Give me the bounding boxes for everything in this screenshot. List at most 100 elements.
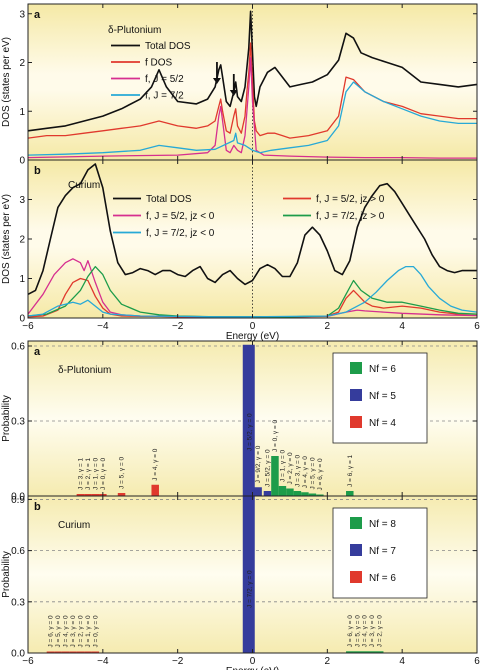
- bar: [316, 494, 324, 496]
- y-axis-label: Probability: [1, 395, 12, 442]
- bar: [375, 651, 384, 653]
- bar-annotation: J = 1, γ = 0: [279, 449, 286, 482]
- x-tick-label: 6: [474, 321, 480, 332]
- x-tick-label: −6: [22, 321, 34, 332]
- bar-annotation: J = 5, γ = 0: [354, 615, 361, 648]
- y-tick-label: 0.3: [11, 417, 25, 428]
- y-tick-label: 0.6: [11, 546, 25, 557]
- legend-label: Nf = 6: [369, 364, 396, 375]
- bar-annotation: J = 5/2, γ = 0: [246, 413, 253, 451]
- bar-annotation: J = 5/2, γ = 0: [264, 449, 271, 487]
- bar-annotation: J = 5, γ = 0: [119, 456, 126, 489]
- y-tick-label: 0.6: [11, 342, 25, 353]
- x-tick-label: 2: [325, 656, 331, 667]
- bar: [54, 651, 62, 653]
- bar: [346, 651, 354, 653]
- bar: [151, 484, 159, 496]
- x-axis-label: Energy (eV): [226, 331, 279, 342]
- panel-heading: Curium: [58, 520, 90, 531]
- bar-annotation: J = 6, γ = 0: [317, 458, 324, 491]
- x-tick-label: 0: [250, 321, 256, 332]
- bar-annotation: J = 7/2, γ = 0: [246, 570, 253, 608]
- series-line-1: [27, 42, 477, 139]
- x-tick-label: −2: [172, 656, 184, 667]
- bar-annotation: J = 6, γ = 1: [347, 454, 354, 487]
- bar-annotation: J = 2, γ = 0: [377, 615, 384, 648]
- bar: [346, 491, 354, 496]
- bar: [301, 492, 309, 496]
- bar: [69, 651, 77, 653]
- y-tick-label: 0.3: [11, 597, 25, 608]
- bar: [353, 651, 362, 653]
- legend-swatch: [350, 544, 362, 556]
- bar: [76, 494, 85, 496]
- bar: [286, 488, 294, 496]
- peak-arrow-head: [212, 78, 221, 84]
- bar-annotation: J = 2, γ = 0: [77, 615, 84, 648]
- legend-label: f, J = 5/2, jz < 0: [146, 211, 215, 222]
- legend-box: [332, 352, 428, 444]
- bar-annotation: J = 0, γ = 0: [92, 615, 99, 648]
- legend-label: Nf = 8: [369, 519, 396, 530]
- x-tick-label: 6: [474, 656, 480, 667]
- panel-letter: a: [34, 9, 41, 21]
- bar-annotation: J = 1, γ = 0: [85, 615, 92, 648]
- x-tick-label: −2: [172, 321, 184, 332]
- bar-annotation: J = 6, γ = 0: [47, 615, 54, 648]
- bar: [242, 344, 255, 496]
- bar-annotation: J = 1, γ = 0: [92, 457, 99, 490]
- bar: [84, 651, 92, 653]
- legend-label: Nf = 4: [369, 418, 396, 429]
- bar-annotation: J = 2, γ = 0: [287, 452, 294, 485]
- series-line-3: [27, 81, 477, 156]
- panel-letter: b: [34, 165, 41, 177]
- legend-label: Nf = 6: [369, 573, 396, 584]
- bar: [278, 486, 287, 496]
- y-tick-label: 3: [19, 9, 25, 20]
- x-tick-label: −4: [97, 656, 109, 667]
- bar-annotation: J = 3, γ = 0: [369, 615, 376, 648]
- y-tick-label: 1: [19, 274, 25, 285]
- series-line-4: [27, 265, 478, 318]
- series-line-0: [27, 163, 477, 296]
- x-tick-label: −4: [97, 321, 109, 332]
- panel-heading: Curium: [68, 180, 100, 191]
- bar-annotation: J = 9/2, γ = 0: [255, 445, 262, 483]
- legend-swatch: [350, 389, 362, 401]
- y-axis-label: Probability: [1, 551, 12, 598]
- bar-annotation: J = 4, γ = 0: [152, 448, 159, 481]
- bar-annotation: J = 0, γ = 0: [272, 419, 279, 452]
- x-tick-label: 4: [399, 656, 405, 667]
- y-tick-label: 2: [19, 235, 25, 246]
- x-tick-label: −6: [22, 656, 34, 667]
- panel-letter: b: [34, 501, 41, 513]
- x-tick-label: 4: [399, 321, 405, 332]
- legend-label: f, J = 5/2, jz > 0: [316, 194, 385, 205]
- bar-annotation: J = 4, γ = 0: [302, 456, 309, 489]
- bar-annotation: J = 3, γ = 0: [70, 615, 77, 648]
- bar: [254, 487, 262, 496]
- bar-annotation: J = 4, γ = 0: [362, 615, 369, 648]
- bar-annotation: J = 6, γ = 0: [347, 615, 354, 648]
- legend-swatch: [350, 517, 362, 529]
- bar: [368, 651, 376, 653]
- x-tick-label: 0: [250, 656, 256, 667]
- panel-heading: δ-Plutonium: [58, 365, 111, 376]
- legend-label: Total DOS: [145, 41, 191, 52]
- legend-label: f, J = 7/2: [145, 91, 184, 102]
- bar: [263, 491, 272, 496]
- legend-swatch: [350, 571, 362, 583]
- y-tick-label: 0.0: [11, 649, 25, 660]
- legend-label: f, J = 5/2: [145, 74, 184, 85]
- bar-annotation: J = 2, γ = 1: [85, 457, 92, 490]
- legend-label: Nf = 7: [369, 546, 396, 557]
- x-axis-label: Energy (eV): [226, 666, 279, 670]
- panel-letter: a: [34, 346, 41, 358]
- bar: [293, 491, 302, 496]
- y-axis-label: DOS (states per eV): [1, 194, 12, 284]
- y-tick-label: 2: [19, 58, 25, 69]
- legend-label: f, J = 7/2, jz < 0: [146, 228, 215, 239]
- y-axis-label: DOS (states per eV): [1, 37, 12, 127]
- legend-box: [332, 507, 428, 599]
